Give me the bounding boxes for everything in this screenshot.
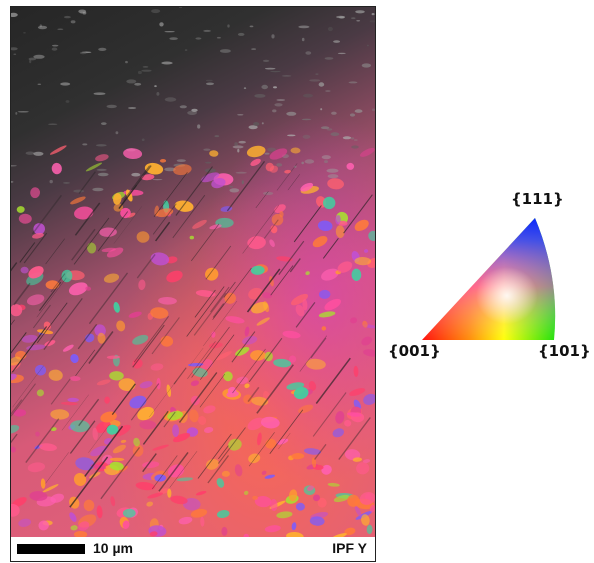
map-type-label: IPF Y [332, 540, 367, 556]
ipf-color-key: {111} [380, 190, 591, 370]
ipf-triangle [422, 218, 556, 340]
scale-bar-label: 10 µm [93, 540, 133, 556]
pole-label-101: {101} [538, 342, 591, 360]
pole-label-111: {111} [511, 190, 564, 208]
scale-bar-strip: 10 µm IPF Y [10, 537, 376, 562]
scale-bar [17, 544, 85, 554]
pole-label-001: {001} [388, 342, 441, 360]
ebsd-ipf-map [10, 6, 376, 538]
